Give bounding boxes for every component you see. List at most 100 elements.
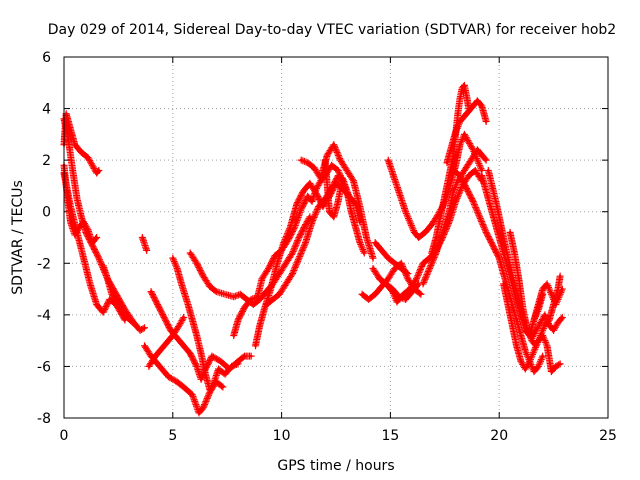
data-point	[258, 323, 262, 327]
data-point	[491, 243, 495, 247]
data-point	[158, 365, 162, 368]
data-point	[404, 210, 408, 214]
y-tick-label: 4	[42, 102, 51, 118]
data-point	[167, 375, 170, 379]
data-point	[297, 256, 301, 260]
marker-path	[376, 166, 486, 306]
data-point	[402, 292, 405, 296]
data-point	[458, 143, 462, 147]
data-point	[251, 303, 255, 306]
series-track-24	[443, 97, 490, 167]
data-point	[291, 251, 294, 255]
data-point	[88, 282, 92, 286]
data-point	[101, 310, 105, 314]
data-point	[491, 187, 495, 190]
data-point	[236, 318, 240, 322]
data-point	[458, 174, 462, 178]
data-point	[554, 365, 558, 368]
data-point	[547, 323, 551, 327]
data-point	[188, 352, 192, 355]
data-point	[190, 393, 194, 397]
data-point	[471, 104, 475, 108]
data-point	[391, 171, 394, 175]
data-point	[484, 189, 488, 193]
data-point	[473, 169, 477, 172]
data-point	[101, 264, 105, 268]
data-point	[452, 189, 455, 193]
data-point	[114, 292, 118, 296]
data-point	[336, 174, 340, 178]
data-point	[221, 385, 225, 389]
data-point	[532, 318, 536, 322]
data-point	[269, 287, 273, 291]
data-point	[556, 321, 560, 324]
data-point	[232, 334, 236, 337]
data-point	[434, 236, 438, 239]
data-point	[395, 184, 399, 188]
data-point	[175, 267, 179, 270]
data-point	[188, 251, 192, 255]
data-point	[541, 354, 545, 358]
x-tick-label: 20	[490, 428, 508, 444]
data-point	[106, 277, 109, 281]
data-point	[513, 282, 516, 286]
data-point	[462, 132, 466, 136]
data-point	[204, 372, 207, 376]
data-point	[550, 292, 553, 296]
data-point	[328, 210, 331, 214]
data-point	[90, 163, 94, 167]
data-point	[536, 365, 540, 368]
data-point	[439, 215, 442, 219]
data-point	[406, 277, 410, 281]
data-point	[186, 303, 190, 306]
data-point	[190, 318, 194, 322]
data-point	[308, 181, 312, 185]
data-point	[556, 287, 560, 291]
data-point	[145, 248, 149, 252]
data-point	[550, 370, 553, 373]
y-tick-label: 0	[42, 205, 51, 221]
data-point	[223, 372, 227, 376]
data-point	[171, 256, 175, 260]
x-axis-label: GPS time / hours	[277, 458, 394, 474]
data-point	[147, 365, 151, 368]
data-point	[484, 158, 488, 162]
data-point	[399, 197, 403, 201]
y-tick-label: -8	[37, 411, 51, 427]
data-point	[519, 334, 523, 337]
data-point	[545, 344, 549, 348]
data-point	[108, 297, 112, 301]
data-point	[282, 241, 286, 245]
data-point	[306, 161, 310, 165]
data-point	[95, 171, 99, 175]
data-point	[530, 336, 534, 340]
data-point	[373, 241, 377, 245]
data-point	[412, 287, 416, 291]
data-point	[476, 158, 479, 162]
data-point	[532, 370, 536, 373]
data-point	[306, 194, 310, 198]
data-point	[201, 274, 205, 278]
data-point	[345, 169, 349, 172]
data-point	[82, 220, 85, 224]
x-tick-label: 0	[60, 428, 69, 444]
data-point	[386, 158, 390, 162]
data-point	[476, 99, 479, 103]
data-point	[421, 282, 425, 286]
x-tick-label: 15	[381, 428, 399, 444]
series-track-29	[500, 280, 564, 376]
data-point	[354, 225, 357, 229]
data-point	[417, 282, 421, 286]
data-point	[534, 328, 538, 332]
data-point	[352, 179, 355, 183]
data-point	[171, 334, 175, 337]
data-point	[560, 316, 564, 319]
data-point	[365, 236, 368, 239]
data-point	[386, 277, 390, 281]
data-point	[536, 303, 540, 306]
data-point	[367, 297, 371, 301]
series-track-19	[371, 239, 412, 278]
data-point	[336, 200, 340, 203]
x-tick-label: 5	[168, 428, 177, 444]
data-point	[391, 290, 394, 294]
